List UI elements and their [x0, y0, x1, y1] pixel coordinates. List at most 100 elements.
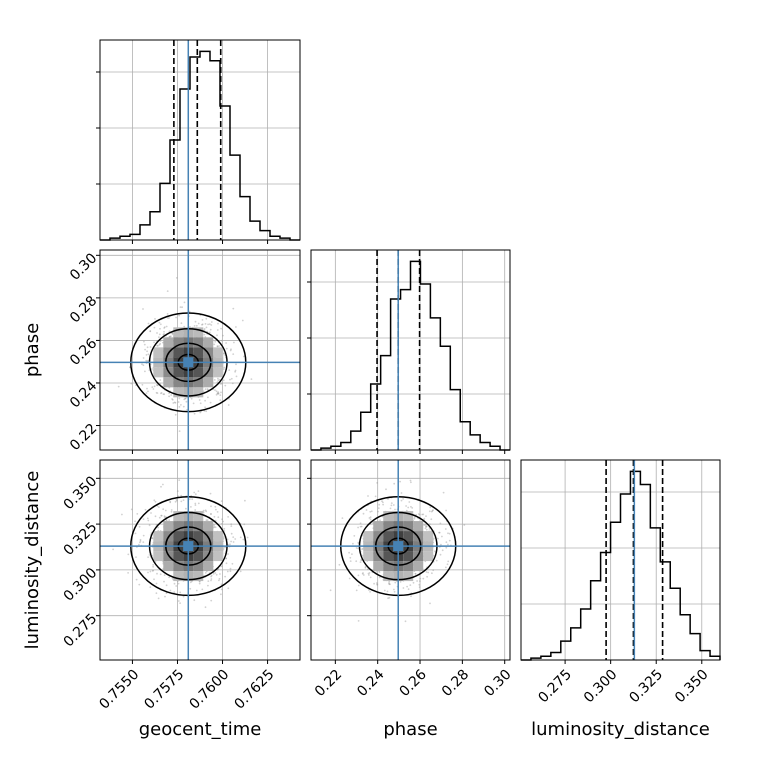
sample-point — [185, 507, 187, 510]
sample-point — [215, 508, 217, 511]
sample-point — [206, 519, 209, 521]
sample-point — [212, 573, 215, 575]
sample-point — [160, 514, 163, 517]
density-cell — [173, 337, 184, 348]
sample-point — [219, 383, 222, 385]
sample-point — [409, 479, 412, 482]
sample-point — [216, 334, 218, 337]
sample-point — [205, 410, 208, 413]
y-tick-label-phase: 0.30 — [67, 250, 100, 283]
sample-point — [195, 324, 198, 327]
sample-point — [179, 591, 182, 594]
sample-point — [230, 523, 233, 526]
sample-point — [174, 401, 177, 404]
density-cell — [203, 377, 214, 388]
sample-point — [173, 582, 176, 585]
sample-point — [417, 513, 420, 515]
sample-point — [157, 526, 160, 529]
sample-point — [176, 499, 178, 502]
y-tick-label-luminosity_distance: 0.275 — [61, 611, 101, 651]
sample-point — [170, 509, 173, 511]
sample-point — [230, 525, 233, 527]
sample-point — [400, 492, 403, 494]
sample-point — [175, 498, 178, 501]
sample-point — [182, 595, 185, 598]
sample-point — [229, 570, 232, 573]
sample-point — [204, 388, 207, 391]
sample-point — [375, 582, 378, 584]
sample-point — [431, 572, 433, 575]
sample-point — [163, 393, 166, 396]
density-cell — [193, 387, 204, 398]
sample-point — [230, 377, 233, 380]
sample-point — [149, 330, 152, 333]
sample-point — [162, 393, 165, 396]
sample-point — [374, 495, 377, 498]
sample-point — [224, 575, 227, 578]
sample-point — [160, 392, 162, 395]
sample-point — [360, 559, 363, 562]
sample-point — [231, 562, 234, 565]
density-cell — [403, 511, 414, 522]
density-cell — [383, 511, 394, 522]
sample-point — [378, 503, 381, 506]
sample-point — [204, 323, 207, 325]
sample-point — [139, 540, 142, 542]
sample-point — [209, 401, 212, 404]
sample-point — [188, 310, 191, 313]
sample-point — [210, 324, 213, 326]
density-cell — [153, 531, 164, 542]
sample-point — [169, 589, 172, 592]
x-tick-label-phase: 0.28 — [439, 667, 472, 700]
sample-point — [151, 543, 154, 546]
sample-point — [138, 583, 141, 586]
sample-point — [349, 556, 352, 559]
sample-point — [134, 532, 137, 535]
panel-frame — [520, 459, 721, 661]
sample-point — [218, 378, 221, 381]
density-cell — [163, 521, 174, 532]
sample-point — [216, 511, 219, 513]
density-cell — [193, 521, 204, 532]
sample-point — [349, 560, 352, 562]
sample-point — [175, 277, 178, 279]
sample-point — [220, 583, 223, 586]
sample-point — [175, 316, 178, 319]
density-cell — [403, 531, 414, 542]
sample-point — [180, 404, 182, 406]
sample-point — [159, 379, 162, 381]
sample-point — [154, 500, 157, 503]
sample-point — [178, 479, 181, 481]
sample-point — [121, 513, 123, 516]
sample-point — [431, 509, 434, 512]
sample-point — [389, 583, 391, 586]
sample-point — [393, 482, 396, 485]
sample-point — [154, 515, 157, 518]
sample-point — [177, 600, 180, 602]
sample-point — [165, 519, 168, 522]
sample-point — [388, 583, 391, 586]
sample-point — [439, 522, 442, 525]
x-tick-label-phase: 0.22 — [312, 667, 345, 700]
sample-point — [430, 510, 433, 513]
sample-point — [421, 513, 424, 516]
x-tick-label-luminosity_distance: 0.350 — [672, 667, 712, 707]
sample-point — [193, 599, 196, 602]
sample-point — [147, 571, 149, 574]
sample-point — [142, 518, 145, 520]
sample-point — [424, 524, 427, 527]
sample-point — [171, 398, 174, 401]
sample-point — [210, 579, 212, 582]
sample-point — [162, 508, 165, 511]
sample-point — [194, 502, 197, 505]
panel-frame — [310, 459, 511, 661]
sample-point — [155, 582, 158, 585]
y-tick-label-luminosity_distance: 0.350 — [61, 473, 101, 513]
sample-point — [376, 583, 379, 586]
sample-point — [402, 498, 404, 500]
sample-point — [135, 556, 137, 558]
sample-point — [163, 333, 166, 335]
sample-point — [127, 553, 130, 556]
density-cell — [193, 561, 204, 572]
sample-point — [429, 506, 432, 509]
